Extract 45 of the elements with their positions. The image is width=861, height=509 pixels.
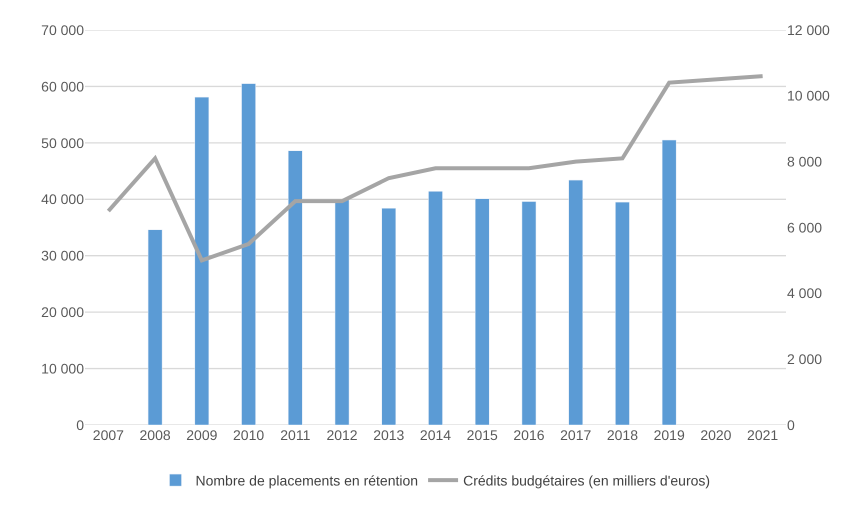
- x-tick-label: 2021: [747, 427, 778, 443]
- y2-tick-label: 0: [787, 416, 795, 433]
- bar: [474, 198, 490, 425]
- x-tick-label: 2015: [466, 427, 498, 443]
- x-tick-label: 2020: [700, 427, 732, 443]
- y2-tick-label: 2 000: [787, 351, 822, 368]
- x-tick-label: 2008: [140, 427, 171, 443]
- x-tick-label: 2014: [420, 427, 452, 443]
- x-tick-label: 2011: [280, 427, 311, 443]
- bar: [382, 208, 396, 425]
- x-tick-label: 2018: [606, 427, 638, 443]
- x-tick-label: 2012: [326, 427, 358, 443]
- bar: [334, 200, 350, 425]
- y-tick-label: 20 000: [41, 304, 84, 320]
- y2-tick-label: 10 000: [787, 88, 830, 104]
- y-tick-label: 70 000: [41, 22, 84, 38]
- y2-tick-label: 4 000: [787, 285, 822, 302]
- x-tick-label: 2009: [186, 427, 218, 443]
- bar: [288, 150, 303, 425]
- legend-label: Nombre de placements en rétention: [196, 472, 418, 489]
- bar: [522, 201, 536, 425]
- y-tick-label: 60 000: [41, 78, 84, 94]
- x-tick-label: 2019: [654, 427, 685, 443]
- legend-label: Crédits budgétaires (en milliers d'euros): [463, 472, 710, 489]
- y2-tick-label: 8 000: [787, 154, 822, 170]
- bar: [568, 180, 583, 425]
- y-tick-label: 0: [76, 416, 84, 433]
- bar: [148, 230, 162, 425]
- bar: [615, 202, 630, 425]
- bar: [428, 191, 443, 425]
- y2-tick-label: 12 000: [787, 22, 830, 38]
- line-series: [106, 74, 765, 262]
- y2-tick-label: 6 000: [787, 219, 822, 236]
- y-tick-label: 50 000: [41, 134, 84, 151]
- x-tick-label: 2007: [92, 427, 124, 443]
- x-tick-label: 2013: [373, 427, 405, 443]
- x-tick-label: 2010: [232, 427, 264, 443]
- x-tick-label: 2016: [513, 427, 545, 443]
- bar: [241, 83, 256, 425]
- x-tick-label: 2017: [560, 427, 592, 443]
- y-tick-label: 30 000: [41, 248, 84, 264]
- y-tick-label: 40 000: [41, 191, 84, 208]
- bar: [194, 96, 210, 425]
- bar: [662, 140, 676, 425]
- y-tick-label: 10 000: [41, 360, 84, 376]
